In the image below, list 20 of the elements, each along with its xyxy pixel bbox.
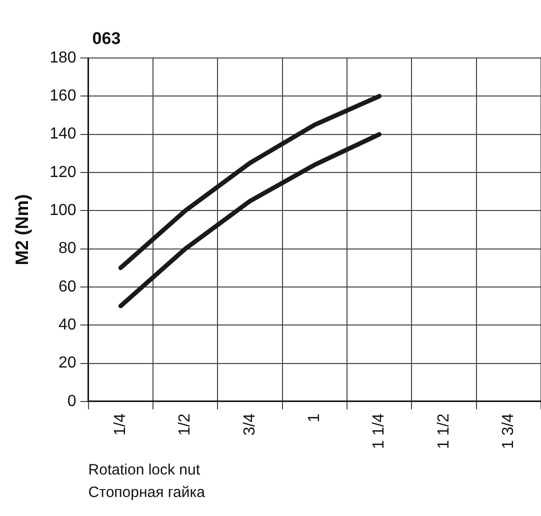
y-tick-label: 20: [58, 354, 76, 372]
y-tick-label: 40: [58, 316, 76, 334]
y-tick-label: 0: [67, 392, 76, 410]
x-tick-label: 1: [306, 413, 324, 422]
x-tick-label: 1 1/2: [435, 413, 452, 450]
x-tick-label: 1/4: [112, 413, 130, 436]
y-tick-label: 60: [58, 278, 76, 296]
y-axis-title: M2 (Nm): [12, 194, 32, 266]
x-tick-label: 1 1/4: [370, 413, 388, 450]
x-tick-label: 3/4: [241, 413, 258, 436]
y-tick-label: 140: [50, 126, 76, 143]
chart-title: 063: [92, 29, 121, 48]
x-tick-label: 1 3/4: [500, 413, 518, 450]
y-tick-label: 120: [50, 164, 76, 181]
x-axis-title: Rotation lock nut Стопорная гайка: [88, 461, 206, 501]
y-tick-label: 100: [50, 202, 76, 220]
y-tick-label: 180: [50, 49, 76, 66]
x-tick-label: 1/2: [176, 413, 194, 436]
y-tick-label: 160: [50, 88, 76, 105]
y-tick-label: 80: [58, 240, 76, 258]
